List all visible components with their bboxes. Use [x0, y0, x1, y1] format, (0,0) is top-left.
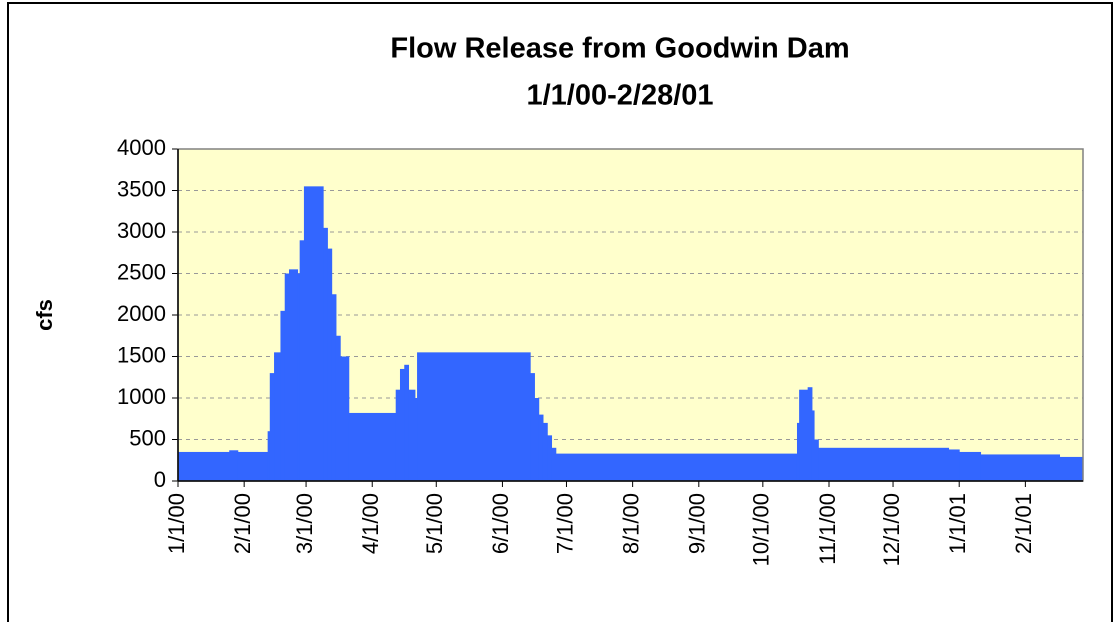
flow-segment: [551, 447, 557, 481]
x-tick-label: 6/1/00: [488, 493, 513, 554]
flow-segment: [237, 451, 269, 481]
x-tick-label: 12/1/00: [879, 493, 904, 566]
flow-segment: [303, 186, 324, 481]
flow-segment: [948, 449, 960, 481]
flow-segment: [323, 227, 328, 481]
flow-segment: [534, 398, 540, 481]
y-tick-label: 2500: [117, 259, 166, 284]
flow-segment: [547, 435, 553, 481]
x-tick-label: 10/1/00: [749, 493, 774, 566]
flow-segment: [288, 269, 299, 481]
flow-segment: [408, 389, 416, 481]
flow-segment: [538, 414, 544, 481]
flow-segment: [178, 451, 230, 481]
y-tick-label: 0: [154, 467, 166, 492]
x-tick-label: 1/1/01: [945, 493, 970, 554]
y-tick-label: 500: [129, 425, 166, 450]
flow-segment: [959, 451, 982, 481]
x-tick-label: 4/1/00: [358, 493, 383, 554]
flow-segment: [1059, 456, 1084, 481]
y-tick-label: 3000: [117, 218, 166, 243]
x-tick-label: 3/1/00: [292, 493, 317, 554]
flow-segment: [530, 373, 535, 481]
y-tick-label: 2000: [117, 301, 166, 326]
flow-segment: [555, 453, 798, 481]
flow-segment: [399, 368, 405, 481]
y-tick-label: 1500: [117, 342, 166, 367]
x-tick-label: 2/1/01: [1011, 493, 1036, 554]
flow-segment: [414, 398, 418, 481]
flow-segment: [348, 412, 397, 481]
flow-segment: [331, 294, 337, 481]
flow-segment: [417, 352, 531, 481]
x-tick-label: 11/1/00: [815, 493, 840, 565]
flow-segment: [811, 410, 815, 481]
x-tick-label: 2/1/00: [230, 493, 255, 554]
chart-subtitle: 1/1/00-2/28/01: [526, 80, 713, 112]
flow-segment: [395, 389, 401, 481]
y-tick-label: 3500: [117, 176, 166, 201]
flow-segment: [340, 356, 350, 481]
flow-segment: [814, 439, 819, 481]
flow-segment: [807, 387, 813, 481]
chart-title: Flow Release from Goodwin Dam: [390, 33, 849, 65]
flow-segment: [269, 373, 275, 481]
y-tick-label: 4000: [117, 135, 166, 160]
y-axis-label: cfs: [32, 299, 57, 331]
x-tick-label: 1/1/00: [164, 493, 189, 554]
flow-segment: [284, 273, 290, 481]
flow-segment: [274, 352, 281, 481]
x-tick-label: 8/1/00: [618, 493, 643, 554]
flow-segment: [280, 310, 286, 481]
flow-segment: [229, 450, 239, 481]
flow-segment: [980, 454, 1061, 481]
flow-segment: [818, 447, 950, 481]
x-tick-label: 9/1/00: [685, 493, 710, 554]
flow-segment: [799, 389, 809, 481]
x-tick-label: 5/1/00: [422, 493, 447, 554]
x-tick-label: 7/1/00: [552, 493, 577, 554]
flow-segment: [267, 431, 271, 481]
flow-segment: [299, 240, 305, 481]
flow-segment: [297, 273, 301, 481]
flow-segment: [404, 364, 410, 481]
y-tick-label: 1000: [117, 384, 166, 409]
flow-segment: [335, 335, 341, 481]
flow-segment: [796, 422, 800, 481]
flow-segment: [327, 248, 333, 481]
flow-segment: [542, 422, 548, 481]
